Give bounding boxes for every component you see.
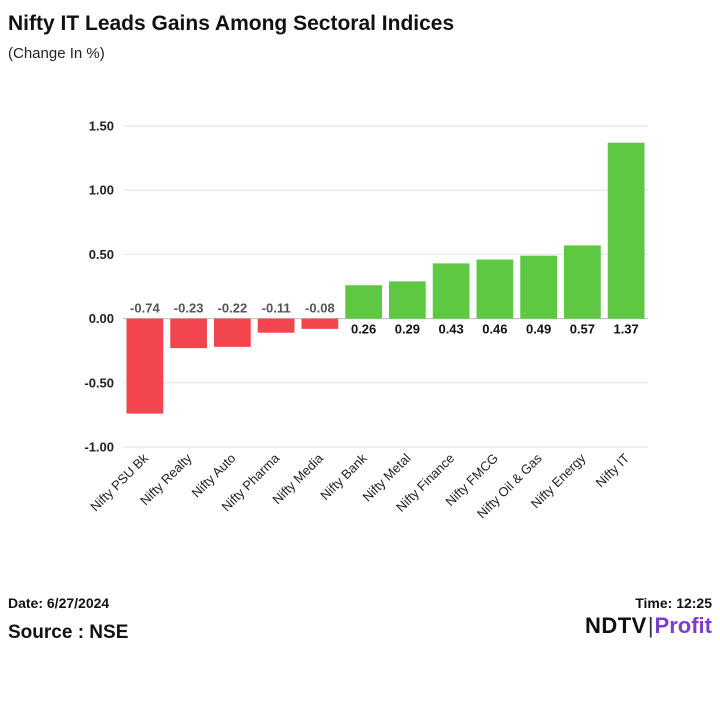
- data-label: -0.08: [305, 301, 335, 316]
- y-tick-label: -0.50: [84, 375, 114, 390]
- chart-title: Nifty IT Leads Gains Among Sectoral Indi…: [8, 12, 455, 35]
- category-label: Nifty PSU Bk: [87, 450, 151, 514]
- ndtv-profit-logo: NDTV|Profit: [585, 613, 712, 639]
- footer-source: Source : NSE: [8, 622, 129, 643]
- y-tick-label: -1.00: [84, 440, 114, 455]
- data-label: -0.74: [130, 301, 160, 316]
- y-tick-label: 1.00: [89, 183, 114, 198]
- y-tick-label: 1.50: [89, 119, 114, 134]
- data-label: 1.37: [613, 322, 638, 337]
- data-label: -0.23: [174, 301, 204, 316]
- bar: [432, 263, 470, 319]
- bar: [520, 255, 557, 319]
- brand-ndtv: NDTV: [584, 613, 647, 638]
- y-tick-label: 0.50: [89, 247, 114, 262]
- gridlines: [123, 125, 648, 448]
- y-tick-label: 0.00: [89, 311, 114, 326]
- data-label: 0.46: [482, 322, 507, 337]
- y-axis-ticks: 1.50 1.00 0.50 0.00 -0.50 -1.00: [84, 119, 114, 455]
- data-label: 0.26: [351, 322, 376, 337]
- data-label: 0.49: [526, 322, 551, 337]
- data-label: 0.43: [438, 322, 463, 337]
- bar: [126, 318, 164, 414]
- bar: [214, 318, 251, 347]
- data-label: 0.29: [395, 322, 420, 337]
- bar: [170, 318, 207, 349]
- data-label: -0.22: [218, 301, 248, 316]
- chart-subtitle: (Change In %): [8, 45, 105, 62]
- data-labels: -0.74 -0.23 -0.22 -0.11 -0.08 0.26 0.29 0.43 0.4…: [130, 301, 639, 337]
- bars: [126, 142, 645, 414]
- bar: [476, 259, 514, 319]
- category-label: Nifty IT: [593, 450, 633, 490]
- bar: [607, 142, 645, 319]
- bar: [345, 285, 382, 319]
- footer-time: Time: 12:25: [635, 595, 712, 611]
- bar-chart: 1.501.000.500.00-0.50-1.00 -0.74 -0.23 -0.…: [84, 119, 648, 521]
- brand-profit: Profit: [654, 613, 712, 638]
- bar: [389, 281, 426, 319]
- data-label: -0.11: [262, 301, 291, 316]
- bar: [564, 245, 601, 319]
- brand-separator: |: [647, 613, 654, 638]
- bar: [301, 318, 339, 329]
- footer-date: Date: 6/27/2024: [8, 595, 110, 611]
- bar: [257, 318, 295, 333]
- data-label: 0.57: [570, 322, 595, 337]
